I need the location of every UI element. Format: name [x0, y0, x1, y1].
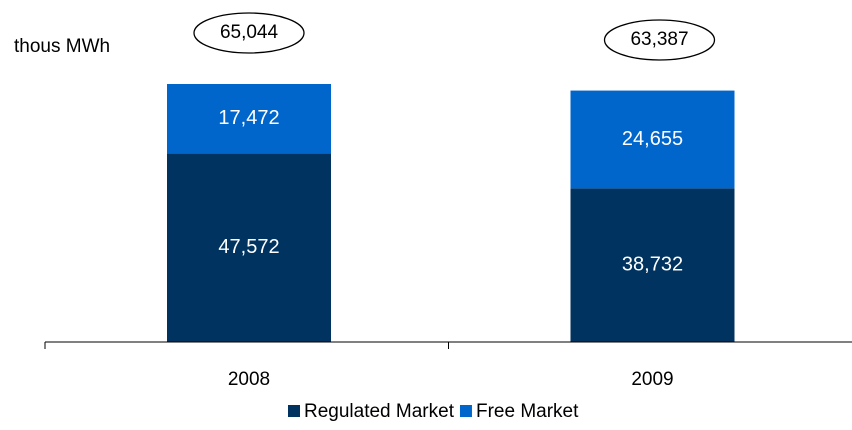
total-ellipse: [193, 12, 305, 54]
bar-segment: [570, 90, 735, 189]
legend-label: Regulated Market: [304, 401, 455, 422]
x-tick-label: 2008: [228, 369, 270, 390]
x-tick-label: 2009: [631, 369, 673, 390]
segment-label: 38,732: [622, 253, 683, 275]
bar-segment: [570, 188, 735, 342]
total-label: 65,044: [220, 22, 279, 43]
segment-label: 24,655: [622, 128, 683, 150]
unit-label: thous MWh: [14, 36, 110, 57]
bar-segment: [167, 84, 331, 154]
legend-label: Free Market: [476, 401, 579, 422]
total-ellipse: [603, 19, 716, 61]
legend-swatch: [459, 405, 472, 417]
bar-segment: [167, 153, 331, 342]
segment-label: 17,472: [218, 107, 279, 129]
total-label: 63,387: [630, 29, 688, 50]
legend-swatch: [288, 405, 300, 417]
segment-label: 47,572: [218, 236, 279, 258]
